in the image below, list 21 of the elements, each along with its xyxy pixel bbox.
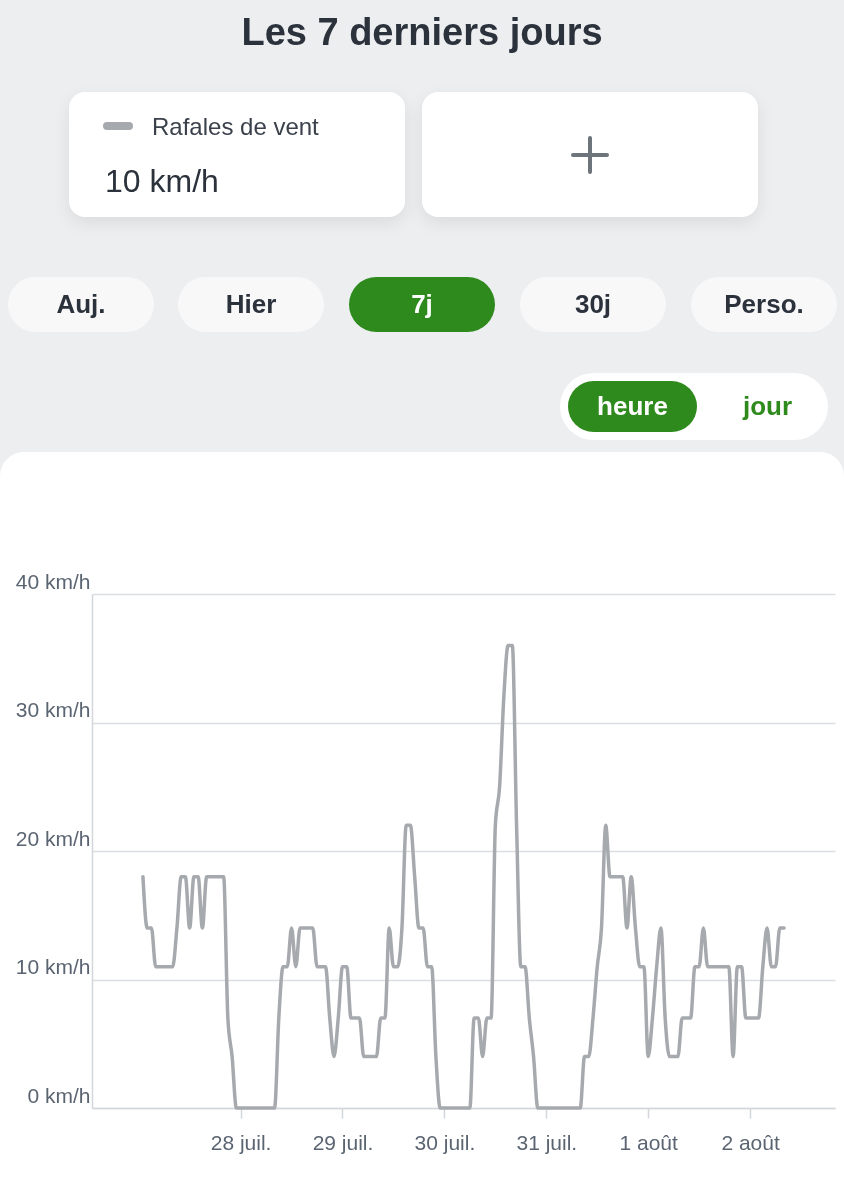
text: 10 km/h [105,162,219,200]
period-tab: 7j [349,277,495,332]
y-tick-label: 0 km/h [27,1083,91,1107]
x-tick-label: 28 juil. [210,1130,272,1154]
y-tick-label: 30 km/h [15,698,91,721]
x-tick-label: 30 juil. [414,1130,476,1154]
text: jour [743,390,793,423]
x-tick-label: 1 août [619,1130,679,1154]
period-tab: Perso. [691,277,837,332]
legend-label: Rafales de vent [152,112,319,142]
x-tick-label: 2 août [721,1130,780,1154]
chart-title: Les 7 derniers jours [240,10,604,55]
toggle-button: heure [568,381,697,432]
y-tick-label: 10 km/h [15,955,91,978]
period-tab: Auj. [8,277,154,332]
period-tab: Hier [178,277,324,332]
y-tick-label: 40 km/h [15,569,91,593]
y-tick-label: 20 km/h [15,826,91,850]
x-tick-label: 31 juil. [516,1130,578,1154]
x-tick-label: 29 juil. [312,1130,374,1154]
period-tab: 30j [520,277,666,332]
